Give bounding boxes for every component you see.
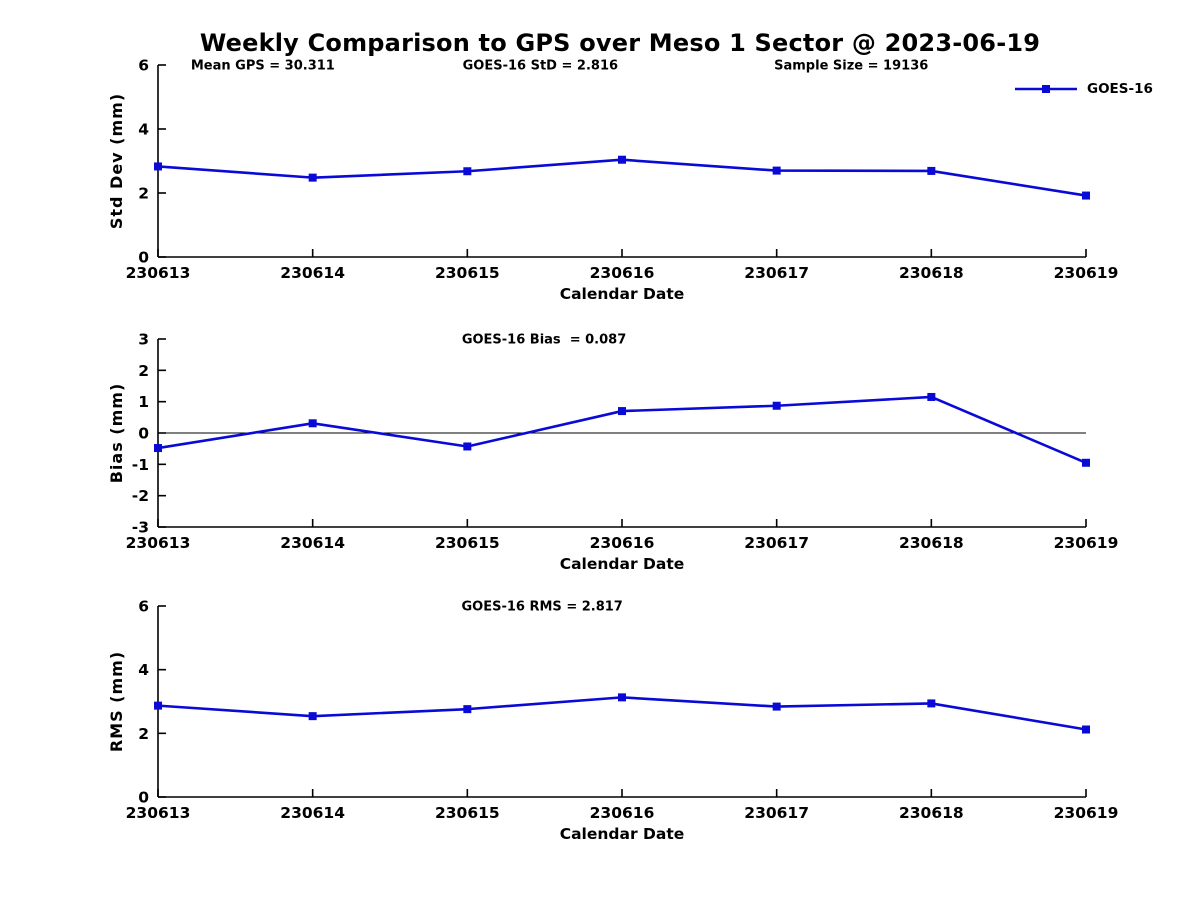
data-line — [157, 158, 1087, 197]
y-tick-label: 4 — [138, 661, 149, 679]
y-tick-label: -1 — [132, 456, 149, 474]
x-tick-label: 230619 — [1054, 534, 1119, 552]
y-axis-title: Std Dev (mm) — [107, 93, 126, 229]
x-tick-label: 230614 — [280, 264, 345, 282]
annotation: GOES-16 Bias = 0.087 — [462, 333, 626, 348]
x-tick-label: 230615 — [435, 264, 500, 282]
annotation: GOES-16 RMS = 2.817 — [462, 600, 623, 615]
x-tick-label: 230619 — [1054, 804, 1119, 822]
data-point — [154, 444, 162, 453]
y-axis-title: RMS (mm) — [107, 651, 126, 752]
x-tick-label: 230618 — [899, 804, 964, 822]
y-tick-label: 0 — [138, 425, 149, 443]
data-point — [463, 167, 472, 176]
data-point — [772, 166, 781, 175]
y-tick-label: 2 — [138, 725, 149, 743]
data-point — [154, 162, 162, 171]
data-point — [1082, 725, 1090, 734]
legend-label: GOES-16 — [1087, 81, 1153, 97]
x-tick-label: 230617 — [744, 804, 809, 822]
y-tick-label: 0 — [138, 249, 149, 267]
x-tick-label: 230613 — [126, 804, 191, 822]
y-tick-label: 6 — [138, 598, 149, 616]
data-point — [927, 699, 936, 708]
data-point — [618, 407, 626, 416]
y-tick-label: 6 — [138, 57, 149, 75]
x-tick-label: 230617 — [744, 264, 809, 282]
x-tick-label: 230619 — [1054, 264, 1119, 282]
x-axis-title: Calendar Date — [560, 555, 685, 573]
x-tick-label: 230618 — [899, 264, 964, 282]
std-dev-panel: 0 2 4 6 230613 230614 230615 230616 230617 230618… — [107, 57, 1118, 304]
data-point — [308, 419, 317, 428]
x-tick-label: 230613 — [126, 534, 191, 552]
y-tick-label: 3 — [138, 331, 149, 349]
y-tick-label: 0 — [138, 789, 149, 807]
x-tick-label: 230616 — [590, 804, 655, 822]
x-tick-label: 230613 — [126, 264, 191, 282]
x-tick-label: 230614 — [280, 534, 345, 552]
bias-panel: -3 -2 -1 0 1 2 3 230613 230614 230615 230616 230617… — [107, 331, 1118, 574]
data-point — [463, 705, 472, 714]
legend: GOES-16 — [1014, 81, 1153, 97]
data-point — [463, 442, 472, 451]
x-axis-title: Calendar Date — [560, 285, 685, 303]
data-point — [308, 173, 317, 182]
data-point — [1082, 191, 1090, 200]
x-tick-label: 230616 — [590, 534, 655, 552]
x-tick-label: 230615 — [435, 804, 500, 822]
x-tick-label: 230618 — [899, 534, 964, 552]
annotation: Mean GPS = 30.311 — [191, 59, 335, 74]
y-tick-label: 2 — [138, 185, 149, 203]
data-point — [927, 166, 936, 175]
x-axis-title: Calendar Date — [560, 825, 685, 843]
annotation: GOES-16 StD = 2.816 — [463, 59, 618, 74]
y-tick-label: 4 — [138, 121, 149, 139]
data-point — [308, 712, 317, 721]
annotation: Sample Size = 19136 — [774, 59, 928, 74]
x-tick-label: 230616 — [590, 264, 655, 282]
y-tick-label: 2 — [138, 362, 149, 380]
y-axis-title: Bias (mm) — [107, 383, 126, 484]
data-point — [772, 702, 781, 711]
legend-line-marker-icon — [1015, 85, 1077, 93]
data-point — [1082, 458, 1090, 467]
data-line — [157, 696, 1087, 731]
rms-panel: 0 2 4 6 230613 230614 230615 230616 230617 230618… — [107, 598, 1118, 844]
y-tick-label: 1 — [138, 393, 149, 411]
data-point — [772, 401, 781, 410]
figure-title: Weekly Comparison to GPS over Meso 1 Sec… — [199, 29, 1041, 57]
data-point — [154, 701, 162, 710]
data-point — [927, 392, 936, 401]
data-point — [618, 155, 626, 164]
data-line — [157, 395, 1087, 464]
y-tick-label: -3 — [132, 519, 149, 537]
x-tick-label: 230615 — [435, 534, 500, 552]
y-tick-label: -2 — [132, 487, 149, 505]
x-tick-label: 230614 — [280, 804, 345, 822]
x-tick-label: 230617 — [744, 534, 809, 552]
data-point — [618, 693, 626, 702]
